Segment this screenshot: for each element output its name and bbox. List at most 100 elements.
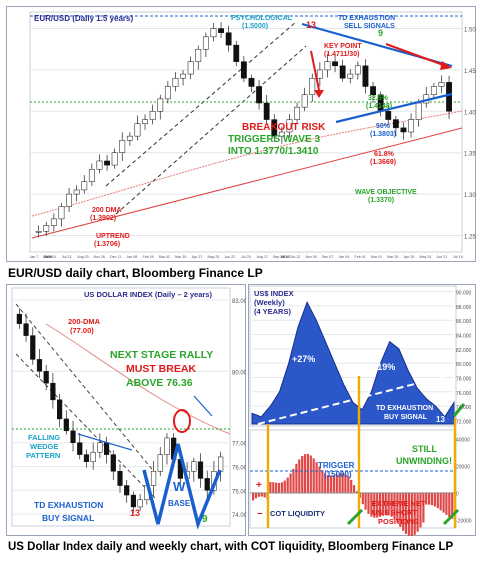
- cot-bar: [306, 453, 309, 493]
- x-tick-label: Oct 12: [290, 255, 301, 259]
- candle-body: [88, 168, 95, 182]
- pct-19-label: +19%: [372, 362, 395, 372]
- x-tick-label: Dec 11: [110, 255, 121, 259]
- candle-body: [58, 206, 65, 220]
- y-tick-label: 1.4000: [464, 110, 476, 116]
- cot-bar: [376, 492, 379, 518]
- cot-bar: [422, 492, 425, 523]
- cot-bar: [303, 454, 307, 493]
- cot-bar: [283, 480, 286, 493]
- psych-label: PSYCHOLOGICAL: [231, 15, 293, 22]
- cot-bar: [387, 492, 390, 516]
- cot-bar: [393, 492, 396, 520]
- extreme-label-2: US $ SHORT: [372, 508, 417, 517]
- cot-bar: [327, 475, 330, 493]
- td-sell-label-2: SELL SIGNALS: [344, 23, 395, 30]
- candle-body: [104, 160, 110, 166]
- candle-body: [57, 399, 63, 420]
- td-buy-label-1: TD EXHAUSTION: [34, 500, 103, 510]
- y-tick-label: 76.000: [456, 391, 472, 397]
- x-tick-label: Jul 13: [62, 255, 72, 259]
- cot-y-tick-label: 40000: [456, 438, 470, 444]
- fib-50-value: (1.3803): [370, 131, 396, 138]
- candle-body: [354, 65, 361, 75]
- cot-bar: [381, 492, 385, 516]
- key-point-label: KEY POINT: [324, 43, 362, 50]
- wedge-upper: [15, 303, 157, 475]
- cot-bar: [353, 485, 356, 493]
- cot-bar: [390, 492, 393, 517]
- cot-bar: [335, 474, 338, 493]
- wedge-pointer-arrow: [77, 433, 133, 451]
- candle-body: [119, 140, 126, 153]
- trigger-label: TRIGGER: [318, 461, 355, 470]
- td-9-bottom: 9: [202, 514, 208, 525]
- candle-body: [202, 36, 209, 50]
- breakout-line-2: TRIGGERS WAVE 3: [228, 134, 320, 145]
- cot-liquidity-label: COT LIQUIDITY: [270, 509, 325, 518]
- x-tick-label: Feb 09: [143, 255, 154, 259]
- cot-bar: [252, 492, 255, 501]
- cot-bar: [341, 473, 344, 493]
- candle-body: [392, 119, 399, 129]
- cot-bar: [280, 482, 284, 493]
- w-label: W: [173, 479, 186, 494]
- candle-body: [63, 418, 69, 432]
- wedge-label-3: PATTERN: [26, 451, 60, 460]
- trigger-value: (15000): [324, 470, 352, 479]
- candle-body: [50, 218, 57, 226]
- candle-body: [110, 454, 116, 472]
- candle-body: [172, 77, 179, 87]
- cot-bar: [410, 492, 413, 537]
- plus-sign: +: [256, 480, 262, 491]
- x-tick-label: May 24: [419, 255, 431, 259]
- cot-bar: [416, 492, 419, 532]
- candle-body: [362, 65, 369, 87]
- candle-body: [81, 181, 88, 191]
- candle-body: [347, 73, 354, 79]
- cot-bar: [324, 473, 327, 493]
- y-tick-label: 76.00: [232, 466, 246, 472]
- cot-bar: [448, 492, 451, 517]
- uptrend-label: UPTREND: [96, 233, 130, 240]
- eurusd-chart-svg: 1.5000 1.4500 1.4000 1.3500 1.3000 1.2500 Jan…: [6, 6, 483, 262]
- td-9-top: 9: [378, 28, 383, 38]
- green-arrow-1: [346, 508, 364, 526]
- drop-arrow: [310, 50, 320, 91]
- candle-body: [233, 44, 240, 62]
- x-tick-label: Mar 30: [175, 255, 186, 259]
- extreme-label-3: POSITIONS: [378, 517, 419, 526]
- x-tick-label: Jan 08: [126, 255, 137, 259]
- green-arrow-3: [452, 403, 466, 417]
- candle-body: [150, 471, 157, 486]
- cot-bar: [318, 466, 321, 493]
- pct-27-label: +27%: [292, 354, 315, 364]
- y-tick-label: 78.000: [456, 376, 472, 382]
- uptrend-value: (1.3706): [94, 241, 120, 248]
- minus-sign: –: [257, 508, 263, 519]
- x-year-label: 2009: [43, 254, 53, 259]
- cot-bar: [396, 492, 399, 523]
- candle-body: [16, 313, 22, 324]
- eurusd-title: EUR/USD (Daily 1.5 years): [34, 14, 133, 23]
- x-tick-label: May 25: [207, 255, 219, 259]
- candle-body: [286, 119, 293, 133]
- dxy-daily-panel: 83.00 80.00 77.00 76.00 75.00 74.00 US DOLLAR…: [6, 284, 248, 536]
- weekly-td-label-2: BUY SIGNAL: [384, 414, 428, 421]
- y-tick-label: 84.000: [456, 334, 472, 340]
- dxy-weekly-svg: 90.000 88.000 86.000 84.000 82.000 80.000 78.0…: [248, 284, 476, 537]
- rally-line-1: NEXT STAGE RALLY: [110, 349, 213, 361]
- cot-bar: [402, 492, 405, 531]
- x-tick-label: Jun 21: [436, 255, 447, 259]
- cot-bar: [439, 492, 442, 511]
- x-tick-label: Mar 02: [159, 255, 170, 259]
- candle-body: [164, 86, 171, 100]
- td-sell-label-1: TD EXHAUSTION: [338, 15, 395, 22]
- candle-body: [278, 131, 285, 137]
- channel-lower: [115, 45, 307, 215]
- cot-bar: [361, 492, 364, 505]
- dma-label: 200-DMA: [68, 317, 101, 326]
- x-tick-label: Nov 09: [306, 255, 317, 259]
- cot-bar: [413, 492, 416, 535]
- candle-body: [43, 225, 50, 232]
